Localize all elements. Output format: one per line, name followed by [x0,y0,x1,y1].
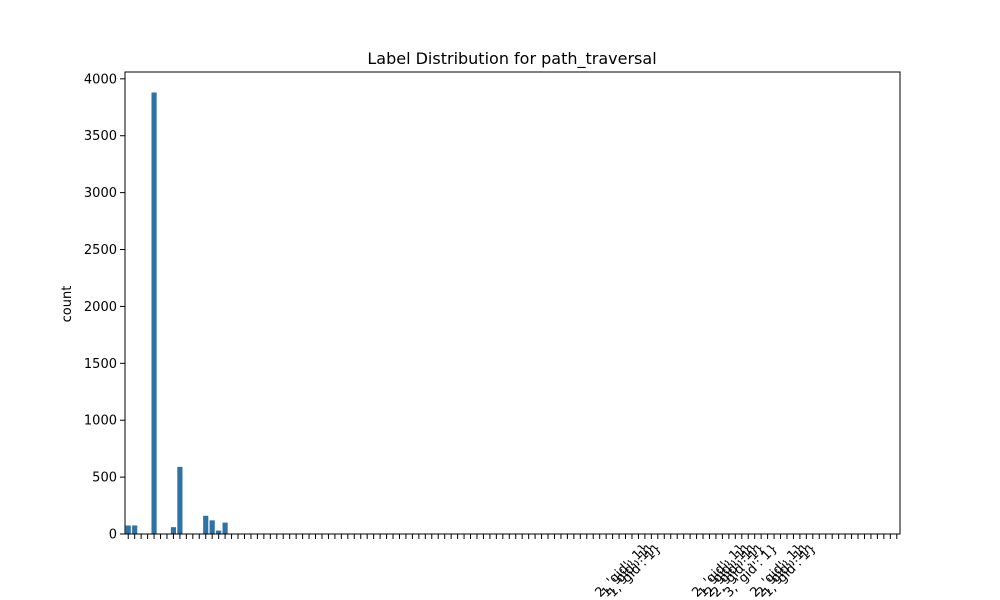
y-tick-label: 2500 [84,243,117,258]
plot-frame [124,71,901,535]
x-axis: 2, 'gid': 1}1, 'gid': 1}1, 'gid': 1} 2, '… [127,534,898,600]
y-tick-label: 500 [92,471,117,486]
bar [125,525,131,534]
bar [216,530,222,534]
bar [222,522,228,534]
chart-title: Label Distribution for path_traversal [367,49,656,69]
y-tick-label: 2000 [84,300,117,315]
bars-group [125,92,228,534]
bar [209,520,215,534]
y-tick-label: 1500 [84,357,117,372]
bar [177,466,183,534]
y-tick-label: 0 [109,528,117,543]
bar [151,92,157,534]
bar [170,527,177,534]
y-tick-label: 4000 [84,72,117,87]
y-tick-label: 3000 [84,186,117,201]
bar [132,525,138,534]
y-tick-label: 3500 [84,129,117,144]
y-tick-label: 1000 [84,414,117,429]
y-axis-label: count [60,286,75,323]
bar [203,515,209,534]
y-axis: 0 500 1000 1500 2000 2500 3000 3500 4000 [84,72,125,543]
